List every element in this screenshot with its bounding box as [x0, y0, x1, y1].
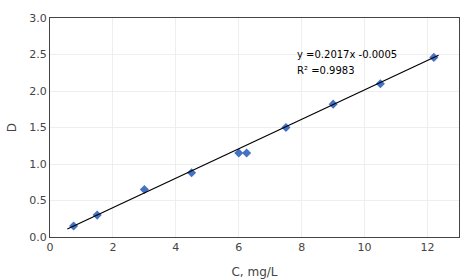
svg-text:D: D — [5, 123, 19, 132]
svg-text:12: 12 — [421, 241, 435, 254]
svg-text:2: 2 — [109, 241, 116, 254]
svg-text:10: 10 — [358, 241, 372, 254]
svg-text:2.5: 2.5 — [29, 48, 47, 61]
svg-text:0.0: 0.0 — [29, 231, 47, 244]
svg-text:1.5: 1.5 — [29, 121, 47, 134]
svg-text:1.0: 1.0 — [29, 158, 47, 171]
svg-text:0.5: 0.5 — [29, 194, 47, 207]
svg-text:8: 8 — [298, 241, 305, 254]
svg-text:R² =0.9983: R² =0.9983 — [297, 65, 355, 76]
svg-text:6: 6 — [235, 241, 242, 254]
svg-text:y =0.2017x -0.0005: y =0.2017x -0.0005 — [297, 49, 397, 60]
svg-text:4: 4 — [172, 241, 179, 254]
svg-text:3.0: 3.0 — [29, 12, 47, 25]
svg-text:C, mg/L: C, mg/L — [231, 265, 277, 279]
svg-text:2.0: 2.0 — [29, 85, 47, 98]
svg-text:0: 0 — [47, 241, 54, 254]
